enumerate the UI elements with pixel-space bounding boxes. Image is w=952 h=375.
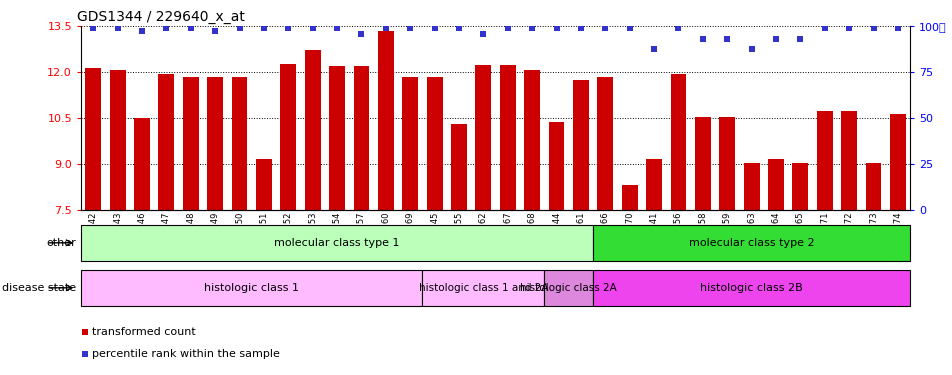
Bar [792, 162, 807, 210]
Bar [305, 50, 320, 210]
Text: transformed count: transformed count [92, 327, 196, 338]
Point [305, 25, 320, 31]
Point [109, 25, 125, 31]
Point [548, 25, 564, 31]
Point [597, 25, 612, 31]
Bar [402, 77, 418, 210]
Point [134, 28, 149, 34]
Bar [645, 159, 662, 210]
Point [378, 25, 393, 31]
Bar [328, 66, 345, 210]
Point [694, 36, 709, 42]
Point [329, 25, 345, 31]
Bar [548, 122, 564, 210]
Bar [889, 114, 905, 210]
Point [500, 25, 515, 31]
Point [744, 46, 759, 52]
Bar [572, 81, 588, 210]
Bar [183, 77, 198, 210]
Bar [134, 117, 149, 210]
Point [719, 36, 734, 42]
Bar [694, 117, 710, 210]
Point [426, 25, 442, 31]
Point [256, 25, 271, 31]
Bar [592, 270, 909, 306]
Point [792, 36, 807, 42]
Bar [426, 77, 442, 210]
Bar [524, 70, 540, 210]
Bar [378, 31, 393, 210]
Bar [767, 159, 783, 210]
Bar [621, 186, 637, 210]
Bar [81, 225, 592, 261]
Point [159, 25, 174, 31]
Bar [670, 74, 685, 210]
Bar [719, 117, 734, 210]
Bar [544, 270, 592, 306]
Text: histologic class 2A: histologic class 2A [520, 283, 617, 293]
Point [280, 25, 295, 31]
Point [816, 25, 831, 31]
Text: GDS1344 / 229640_x_at: GDS1344 / 229640_x_at [77, 10, 245, 24]
Bar [475, 65, 491, 210]
Bar [450, 124, 466, 210]
Text: histologic class 2B: histologic class 2B [700, 283, 803, 293]
Point [451, 25, 466, 31]
Bar [158, 74, 174, 210]
Text: molecular class type 1: molecular class type 1 [274, 238, 400, 248]
Point [402, 25, 417, 31]
Point [183, 25, 198, 31]
Bar [85, 68, 101, 210]
Bar [743, 162, 759, 210]
Text: molecular class type 2: molecular class type 2 [688, 238, 814, 248]
Point [841, 25, 856, 31]
Point [208, 28, 223, 34]
Bar [592, 225, 909, 261]
Point [889, 25, 904, 31]
Point [298, 21, 313, 27]
Point [865, 25, 881, 31]
Point [573, 25, 588, 31]
Point [86, 25, 101, 31]
Bar [231, 77, 248, 210]
Bar [280, 64, 296, 210]
Bar [597, 77, 612, 210]
Point [622, 25, 637, 31]
Text: percentile rank within the sample: percentile rank within the sample [92, 349, 280, 359]
Point [524, 25, 539, 31]
Bar [81, 270, 422, 306]
Bar [256, 159, 271, 210]
Bar [864, 162, 881, 210]
Point [475, 31, 490, 37]
Bar [207, 77, 223, 210]
Point [670, 25, 685, 31]
Point [645, 46, 661, 52]
Text: histologic class 1 and 2A: histologic class 1 and 2A [418, 283, 547, 293]
Point [353, 31, 368, 37]
Point [298, 216, 313, 222]
Point [767, 36, 783, 42]
Bar [109, 70, 126, 210]
Bar [816, 111, 832, 210]
Bar [841, 111, 856, 210]
Bar [499, 65, 515, 210]
Text: disease state: disease state [2, 283, 76, 293]
Point [231, 25, 247, 31]
Text: other: other [47, 238, 76, 248]
Text: histologic class 1: histologic class 1 [204, 283, 299, 293]
Bar [353, 66, 369, 210]
Bar [422, 270, 544, 306]
